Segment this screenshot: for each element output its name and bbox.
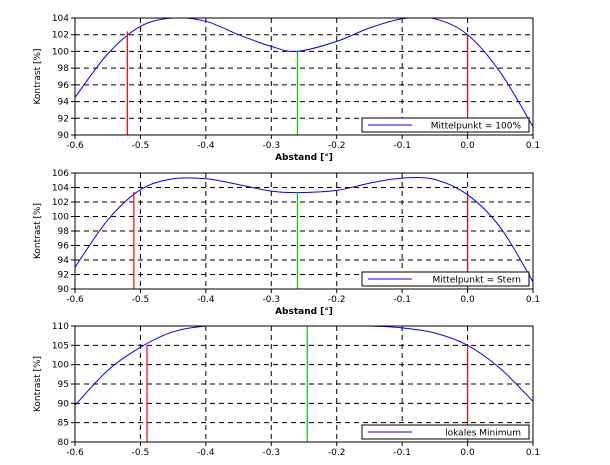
y-tick-label: 104 — [52, 184, 69, 194]
y-tick-label: 92 — [58, 114, 69, 124]
series-line-1 — [75, 326, 533, 406]
legend-box — [361, 424, 530, 440]
legend-label: lokales Minimum — [445, 429, 521, 439]
chart-panel-2: -0.6 -0.5 -0.4 -0.3 -0.2 -0.1 0.0 0.1 90 92 94 96 98… — [33, 169, 540, 317]
y-tick-label: 85 — [58, 419, 69, 429]
x-tick-label: 0.1 — [526, 141, 540, 151]
y-tick-label: 96 — [58, 81, 70, 91]
y-tick-label: 98 — [58, 227, 70, 237]
legend-label: Mittelpunkt = 100% — [431, 122, 522, 132]
x-tick-label: -0.1 — [393, 295, 411, 305]
y-axis-label: Kontrast [%] — [33, 203, 43, 259]
y-tick-label: 96 — [58, 242, 70, 252]
y-tick-label: 90 — [58, 399, 70, 409]
legend-box — [361, 271, 530, 287]
legend-box — [361, 117, 530, 133]
y-tick-label: 105 — [52, 341, 69, 351]
x-tick-label: -0.6 — [66, 295, 84, 305]
y-tick-label: 90 — [58, 131, 70, 141]
legend-label: Mittelpunkt = Stern — [432, 276, 521, 286]
x-axis-label: Abstand [°] — [275, 307, 333, 317]
x-tick-label: -0.2 — [328, 141, 346, 151]
y-tick-label: 104 — [52, 14, 69, 24]
y-axis-label: Kontrast [%] — [33, 356, 43, 412]
x-tick-label: -0.4 — [197, 141, 215, 151]
plot-frame — [74, 17, 534, 136]
x-tick-label: -0.5 — [132, 295, 150, 305]
y-tick-label: 92 — [58, 271, 69, 281]
x-tick-label: 0.1 — [526, 448, 540, 458]
y-tick-label: 100 — [52, 213, 69, 223]
chart-panel-3: -0.6 -0.5 -0.4 -0.3 -0.2 -0.1 0.0 0.1 80 85 90 95 10… — [33, 322, 540, 458]
y-tick-label: 90 — [58, 285, 70, 295]
x-tick-label: -0.6 — [66, 448, 84, 458]
x-tick-label: -0.3 — [263, 448, 281, 458]
y-tick-label: 100 — [52, 361, 69, 371]
y-tick-label: 102 — [52, 31, 69, 41]
x-tick-label: -0.5 — [132, 448, 150, 458]
x-tick-label: 0.1 — [526, 295, 540, 305]
y-tick-label: 102 — [52, 198, 69, 208]
y-tick-label: 94 — [58, 256, 70, 266]
y-tick-label: 100 — [52, 47, 69, 57]
x-tick-label: -0.6 — [66, 141, 84, 151]
x-tick-label: -0.2 — [328, 295, 346, 305]
chart-panel-1: -0.6 -0.5 -0.4 -0.3 -0.2 -0.1 0.0 0.1 90 92 94 96 98… — [33, 14, 540, 163]
series-line-1 — [75, 18, 533, 127]
x-tick-label: -0.5 — [132, 141, 150, 151]
x-tick-label: -0.4 — [197, 448, 215, 458]
x-tick-label: -0.1 — [393, 141, 411, 151]
y-tick-label: 94 — [58, 98, 70, 108]
y-tick-label: 95 — [58, 380, 69, 390]
series-line-1 — [75, 177, 533, 283]
x-tick-label: -0.4 — [197, 295, 215, 305]
x-tick-label: 0.0 — [460, 448, 475, 458]
x-axis-label: Abstand [°] — [275, 153, 333, 163]
y-tick-label: 98 — [58, 64, 70, 74]
x-tick-label: -0.3 — [263, 295, 281, 305]
y-tick-label: 80 — [58, 438, 70, 448]
y-tick-label: 110 — [52, 322, 69, 332]
x-tick-label: 0.0 — [460, 141, 475, 151]
legend: lokales Minimum — [361, 424, 530, 440]
legend: Mittelpunkt = 100% — [361, 117, 530, 133]
y-tick-label: 106 — [52, 169, 69, 179]
x-tick-label: 0.0 — [460, 295, 475, 305]
x-tick-label: -0.2 — [328, 448, 346, 458]
x-tick-label: -0.3 — [263, 141, 281, 151]
y-axis-label: Kontrast [%] — [33, 48, 43, 104]
legend: Mittelpunkt = Stern — [361, 271, 530, 287]
x-tick-label: -0.1 — [393, 448, 411, 458]
